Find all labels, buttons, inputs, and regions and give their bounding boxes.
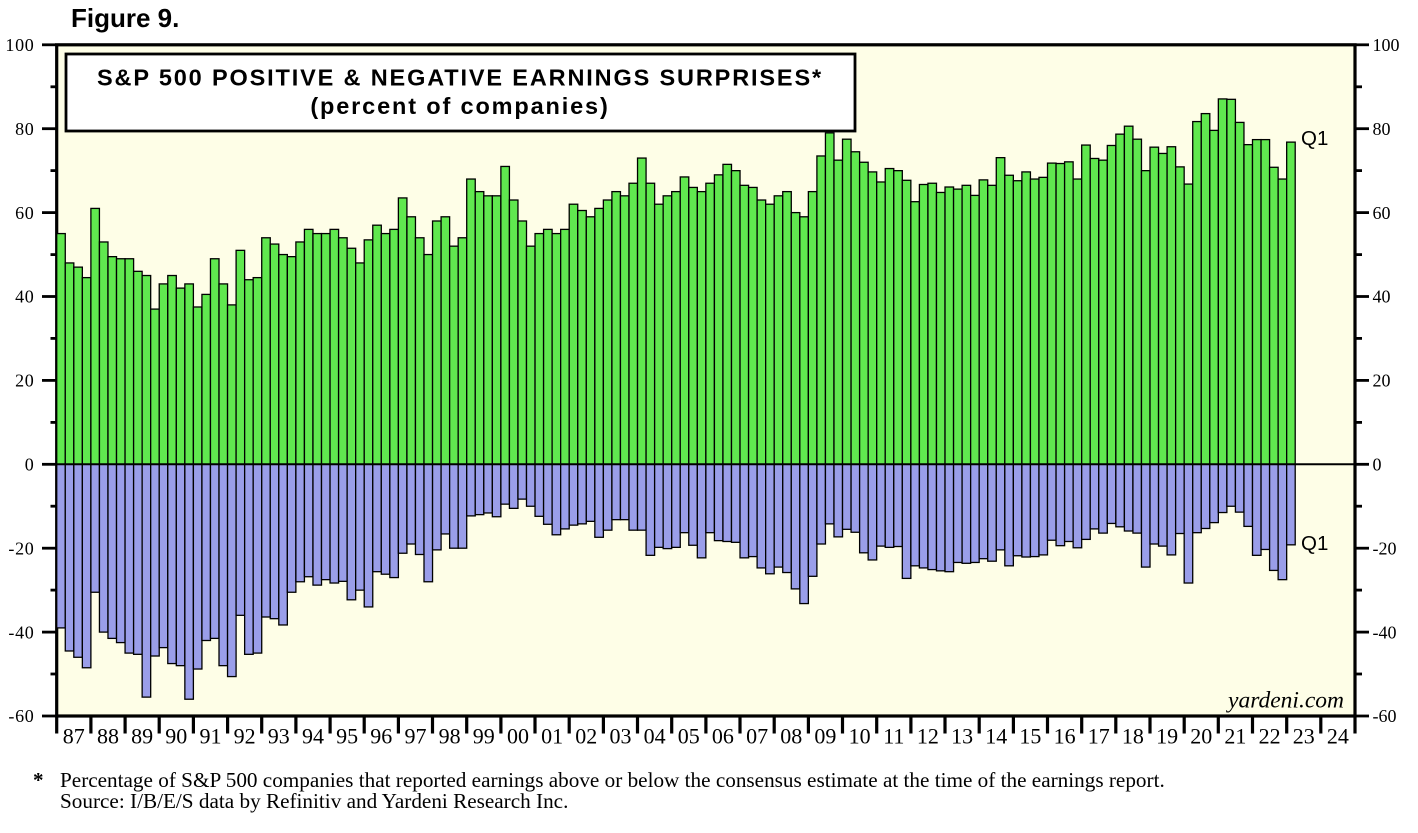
- svg-text:91: 91: [200, 724, 222, 749]
- svg-text:11: 11: [883, 724, 904, 749]
- svg-text:0: 0: [25, 455, 35, 475]
- svg-text:90: 90: [165, 724, 187, 749]
- svg-text:94: 94: [302, 724, 324, 749]
- svg-text:10: 10: [849, 724, 871, 749]
- svg-text:-20: -20: [8, 538, 34, 558]
- svg-text:S&P 500 POSITIVE & NEGATIVE EA: S&P 500 POSITIVE & NEGATIVE EARNINGS SUR…: [97, 65, 823, 91]
- svg-text:04: 04: [644, 724, 666, 749]
- svg-text:97: 97: [405, 724, 427, 749]
- svg-text:00: 00: [507, 724, 529, 749]
- svg-text:87: 87: [63, 724, 85, 749]
- svg-text:20: 20: [1373, 371, 1391, 391]
- svg-text:Q1: Q1: [1301, 127, 1328, 150]
- svg-text:60: 60: [15, 203, 34, 223]
- svg-text:Figure 9.: Figure 9.: [71, 3, 179, 33]
- svg-text:-20: -20: [1373, 538, 1397, 558]
- svg-text:16: 16: [1054, 724, 1076, 749]
- svg-text:06: 06: [712, 724, 734, 749]
- svg-text:05: 05: [678, 724, 700, 749]
- svg-text:-40: -40: [1373, 622, 1397, 642]
- svg-text:60: 60: [1373, 203, 1391, 223]
- svg-text:-60: -60: [1373, 706, 1397, 726]
- svg-text:100: 100: [1373, 35, 1400, 55]
- svg-text:15: 15: [1019, 724, 1041, 749]
- svg-text:89: 89: [131, 724, 153, 749]
- svg-text:08: 08: [780, 724, 802, 749]
- svg-text:40: 40: [15, 287, 34, 307]
- svg-text:20: 20: [1190, 724, 1212, 749]
- svg-text:12: 12: [917, 724, 939, 749]
- svg-text:09: 09: [814, 724, 836, 749]
- svg-text:96: 96: [370, 724, 392, 749]
- svg-text:01: 01: [541, 724, 563, 749]
- svg-text:80: 80: [1373, 119, 1391, 139]
- svg-text:(percent of companies): (percent of companies): [310, 93, 609, 119]
- svg-text:07: 07: [746, 724, 768, 749]
- svg-text:88: 88: [97, 724, 119, 749]
- svg-text:23: 23: [1293, 724, 1315, 749]
- svg-text:-60: -60: [8, 706, 34, 726]
- svg-text:03: 03: [610, 724, 632, 749]
- svg-text:24: 24: [1327, 724, 1349, 749]
- svg-text:21: 21: [1224, 724, 1246, 749]
- svg-text:02: 02: [575, 724, 597, 749]
- svg-text:20: 20: [15, 371, 34, 391]
- svg-text:93: 93: [268, 724, 290, 749]
- svg-text:13: 13: [951, 724, 973, 749]
- svg-text:Percentage of S&P 500 companie: Percentage of S&P 500 companies that rep…: [60, 768, 1165, 792]
- svg-text:19: 19: [1156, 724, 1178, 749]
- svg-text:18: 18: [1122, 724, 1144, 749]
- svg-text:80: 80: [15, 119, 34, 139]
- svg-text:yardeni.com: yardeni.com: [1226, 688, 1344, 714]
- svg-text:14: 14: [985, 724, 1007, 749]
- svg-text:22: 22: [1259, 724, 1281, 749]
- svg-text:-40: -40: [8, 622, 34, 642]
- svg-text:Q1: Q1: [1301, 532, 1328, 555]
- svg-text:*: *: [33, 768, 44, 792]
- svg-text:98: 98: [439, 724, 461, 749]
- svg-text:17: 17: [1088, 724, 1110, 749]
- svg-text:40: 40: [1373, 287, 1391, 307]
- svg-text:0: 0: [1373, 455, 1382, 475]
- svg-text:92: 92: [234, 724, 256, 749]
- svg-text:Source: I/B/E/S data by Refini: Source: I/B/E/S data by Refinitiv and Ya…: [60, 789, 568, 813]
- svg-text:95: 95: [336, 724, 358, 749]
- svg-text:99: 99: [473, 724, 495, 749]
- svg-text:100: 100: [5, 35, 34, 55]
